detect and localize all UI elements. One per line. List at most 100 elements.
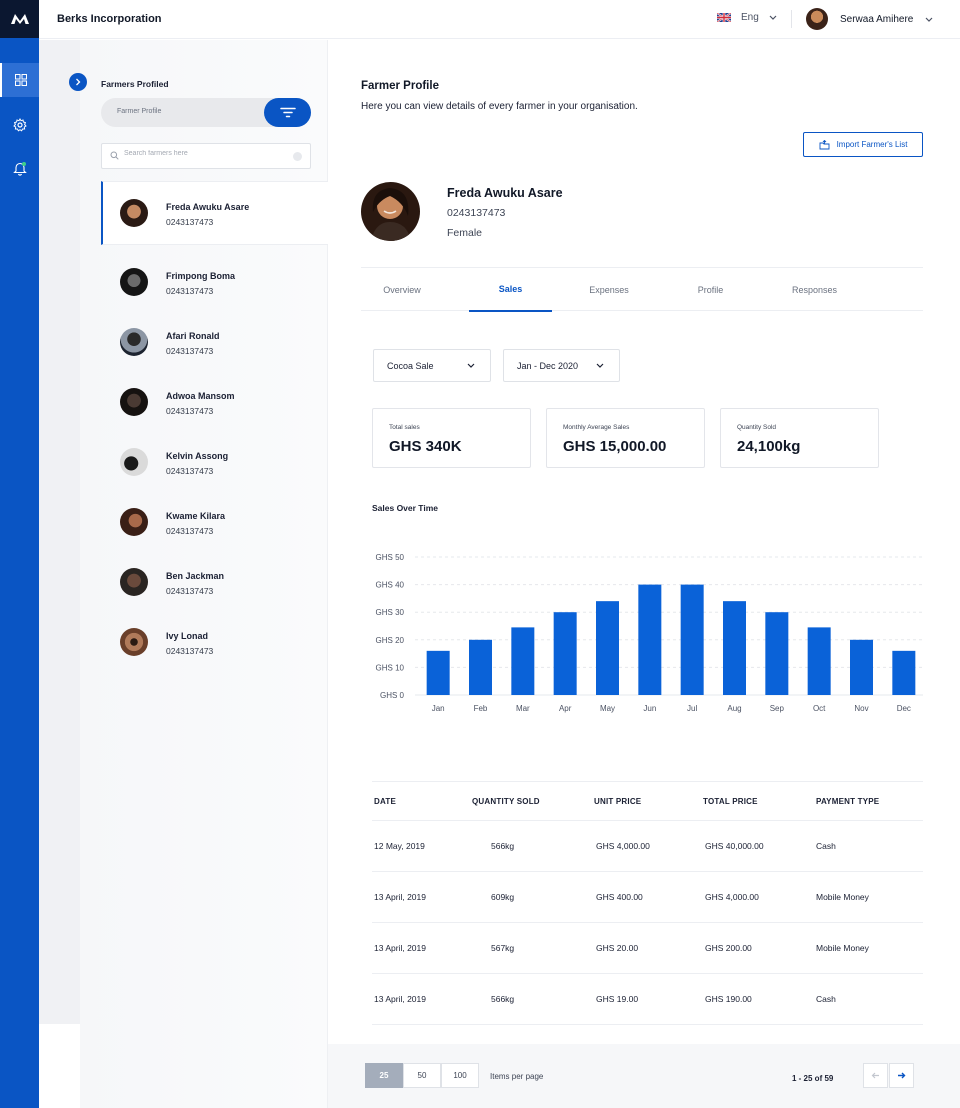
page-title: Farmer Profile: [361, 80, 439, 92]
chevron-down-icon: [925, 17, 933, 22]
search-input[interactable]: [124, 150, 284, 157]
x-tick-label: Jul: [687, 704, 697, 713]
import-farmers-button[interactable]: Import Farmer's List: [803, 132, 923, 157]
bar-feb[interactable]: [469, 639, 492, 695]
avatar: [120, 199, 148, 227]
column-header: QUANTITY SOLD: [472, 797, 540, 806]
bar-apr[interactable]: [553, 612, 577, 695]
bar-may[interactable]: [596, 601, 619, 695]
list-item[interactable]: Ben Jackman 0243137473: [101, 552, 328, 612]
farmer-name: Kelvin Assong: [166, 451, 229, 461]
x-tick-label: Apr: [559, 704, 572, 713]
cell-unit-price: GHS 19.00: [596, 994, 639, 1004]
x-tick-label: Sep: [770, 704, 785, 713]
sales-table: DATE QUANTITY SOLD UNIT PRICE TOTAL PRIC…: [372, 781, 923, 1025]
list-item[interactable]: Ivy Lonad 0243137473: [101, 612, 328, 672]
arrow-left-icon: [871, 1072, 879, 1079]
list-item[interactable]: Afari Ronald 0243137473: [101, 312, 328, 372]
clear-icon[interactable]: [293, 152, 302, 161]
items-per-page-label: Items per page: [490, 1072, 544, 1081]
gear-icon: [12, 118, 27, 132]
profile-gender: Female: [447, 227, 483, 239]
cell-unit-price: GHS 400.00: [596, 892, 643, 902]
bar-jul[interactable]: [680, 584, 704, 695]
table-row[interactable]: 13 April, 2019 566kg GHS 19.00 GHS 190.0…: [372, 974, 923, 1025]
stat-label: Total sales: [389, 424, 420, 431]
x-tick-label: Feb: [474, 704, 488, 713]
search-icon: [110, 151, 119, 160]
tab-overview[interactable]: Overview: [383, 284, 421, 295]
chart-title: Sales Over Time: [372, 503, 438, 513]
y-tick-label: GHS 30: [376, 608, 405, 617]
dashboard-icon: [14, 74, 27, 86]
cell-quantity: 567kg: [491, 943, 515, 953]
y-tick-label: GHS 0: [380, 691, 405, 700]
x-tick-label: Mar: [516, 704, 530, 713]
chevron-down-icon: [467, 363, 475, 368]
arrow-right-icon: [898, 1072, 906, 1079]
profile-photo: [361, 182, 420, 241]
stat-card-total-sales: Total sales GHS 340K: [372, 408, 531, 468]
bar-dec[interactable]: [892, 650, 916, 695]
bar-oct[interactable]: [807, 627, 831, 695]
farmer-phone: 0243137473: [166, 217, 214, 227]
user-menu[interactable]: Serwaa Amihere: [806, 8, 933, 30]
list-item[interactable]: Freda Awuku Asare 0243137473: [101, 181, 328, 245]
language-selector[interactable]: Eng: [717, 12, 777, 23]
page-size-50[interactable]: 50: [403, 1063, 441, 1088]
list-item[interactable]: Kwame Kilara 0243137473: [101, 492, 328, 552]
y-tick-label: GHS 20: [376, 636, 405, 645]
nav-notifications[interactable]: [0, 151, 39, 185]
page-size-100[interactable]: 100: [441, 1063, 479, 1088]
stat-value: 24,100kg: [737, 438, 801, 455]
x-tick-label: Dec: [897, 704, 911, 713]
prev-page-button[interactable]: [863, 1063, 888, 1088]
y-tick-label: GHS 40: [376, 581, 405, 590]
bar-mar[interactable]: [511, 627, 535, 695]
import-label: Import Farmer's List: [836, 140, 908, 149]
profile-tabs: Overview Sales Expenses Profile Response…: [361, 267, 923, 312]
tab-responses[interactable]: Responses: [791, 284, 838, 295]
x-tick-label: Nov: [854, 704, 868, 713]
bar-nov[interactable]: [850, 639, 873, 695]
bar-aug[interactable]: [723, 601, 746, 695]
cell-total-price: GHS 200.00: [705, 943, 752, 953]
next-page-button[interactable]: [889, 1063, 914, 1088]
farmer-phone: 0243137473: [166, 646, 214, 656]
cell-quantity: 609kg: [491, 892, 515, 902]
list-item[interactable]: Kelvin Assong 0243137473: [101, 432, 328, 492]
app-logo[interactable]: [0, 0, 39, 38]
cell-date: 13 April, 2019: [374, 892, 426, 902]
stat-label: Quantity Sold: [737, 424, 777, 431]
bar-jan[interactable]: [426, 650, 450, 695]
top-bar: Berks Incorporation Eng Serwaa Amihere: [39, 0, 960, 39]
avatar: [120, 448, 148, 476]
list-item[interactable]: Adwoa Mansom 0243137473: [101, 372, 328, 432]
collapse-panel-button[interactable]: [69, 73, 87, 91]
list-item[interactable]: Frimpong Boma 0243137473: [101, 252, 328, 312]
sales-bar-chart: GHS 0 GHS 10 GHS 20 GHS 30 GHS 40 GHS 50 Jan Fe…: [376, 553, 923, 713]
x-tick-label: Oct: [813, 704, 826, 713]
period-select[interactable]: Jan - Dec 2020: [503, 349, 620, 382]
table-row[interactable]: 13 April, 2019 609kg GHS 400.00 GHS 4,00…: [372, 872, 923, 923]
filter-button[interactable]: [264, 98, 311, 127]
farmer-phone: 0243137473: [166, 586, 214, 596]
table-row[interactable]: 12 May, 2019 566kg GHS 4,000.00 GHS 40,0…: [372, 821, 923, 872]
nav-dashboard[interactable]: [0, 63, 39, 97]
tab-sales[interactable]: Sales: [469, 268, 552, 312]
cell-unit-price: GHS 4,000.00: [596, 841, 650, 851]
sale-type-select[interactable]: Cocoa Sale: [373, 349, 491, 382]
avatar: [120, 508, 148, 536]
tab-expenses[interactable]: Expenses: [589, 284, 629, 295]
table-row[interactable]: 13 April, 2019 567kg GHS 20.00 GHS 200.0…: [372, 923, 923, 974]
x-tick-label: Jun: [643, 704, 656, 713]
tab-profile[interactable]: Profile: [697, 284, 724, 295]
nav-settings[interactable]: [0, 108, 39, 142]
farmer-name: Adwoa Mansom: [166, 391, 235, 401]
page-size-25[interactable]: 25: [365, 1063, 403, 1088]
bar-jun[interactable]: [638, 584, 662, 695]
chevron-right-icon: [76, 78, 81, 86]
cell-total-price: GHS 190.00: [705, 994, 752, 1004]
page-subtitle: Here you can view details of every farme…: [361, 101, 638, 112]
bar-sep[interactable]: [765, 612, 789, 695]
